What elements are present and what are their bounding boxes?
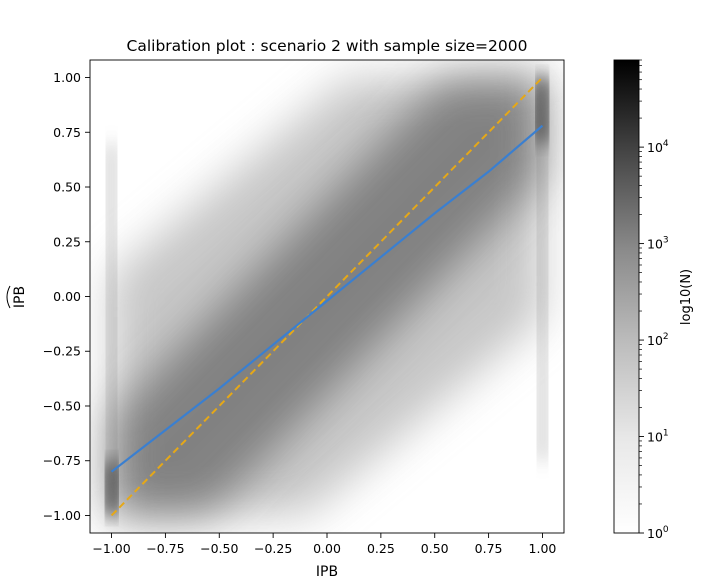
y-tick-label: −0.50: [43, 398, 81, 413]
colorbar-tick-label: 104: [647, 139, 669, 155]
density-corner-high: [537, 77, 548, 144]
x-tick-label: −0.50: [200, 541, 238, 556]
x-axis-label: IPB: [316, 564, 338, 580]
y-tick-label: 1.00: [53, 70, 81, 85]
x-axis: −1.00 −0.75 −0.50 −0.25 0.00 0.25 0.50 0.75 1.00: [92, 533, 556, 556]
x-tick-label: 0.00: [313, 541, 341, 556]
y-axis-label-hat: [6, 285, 11, 309]
calibration-lines: [110, 76, 544, 517]
density-edge-left: [107, 143, 116, 516]
x-tick-label: 0.50: [421, 541, 449, 556]
colorbar: [614, 60, 639, 533]
y-tick-label: 0.00: [53, 289, 81, 304]
calibration-curve: [110, 124, 544, 473]
y-tick-label: 0.50: [53, 180, 81, 195]
density-edge-right: [538, 77, 547, 461]
chart-title: Calibration plot : scenario 2 with sampl…: [127, 37, 528, 55]
colorbar-frame: [613, 59, 640, 534]
colorbar-tick-label: 103: [647, 236, 669, 252]
colorbar-tick-label: 101: [647, 429, 669, 445]
y-tick-label: −1.00: [43, 508, 81, 523]
y-tick-label: 0.25: [53, 234, 81, 249]
density-corner-low: [106, 460, 117, 516]
colorbar-tick-label: 100: [647, 525, 669, 541]
x-tick-label: −0.75: [146, 541, 184, 556]
x-tick-label: −0.25: [254, 541, 292, 556]
y-tick-label: 0.75: [53, 125, 81, 140]
y-axis: 1.00 0.75 0.50 0.25 0.00 −0.25 −0.50 −0.75 −1.00: [43, 70, 90, 523]
y-axis-label: IPB: [12, 286, 28, 308]
x-tick-label: 0.25: [367, 541, 395, 556]
colorbar-tick-label: 102: [647, 332, 669, 348]
colorbar-ticks: 100 101 102 103 104: [639, 59, 669, 541]
x-tick-label: 0.75: [475, 541, 503, 556]
colorbar-label: log10(N): [679, 269, 694, 325]
x-tick-label: 1.00: [529, 541, 557, 556]
density-cloud-inner: [111, 77, 543, 516]
identity-line: [110, 76, 544, 517]
y-tick-label: −0.25: [43, 344, 81, 359]
y-tick-label: −0.75: [43, 453, 81, 468]
x-tick-label: −1.00: [92, 541, 130, 556]
y-axis-label-group: IPB: [6, 285, 28, 309]
density-hexbin: [106, 77, 548, 516]
